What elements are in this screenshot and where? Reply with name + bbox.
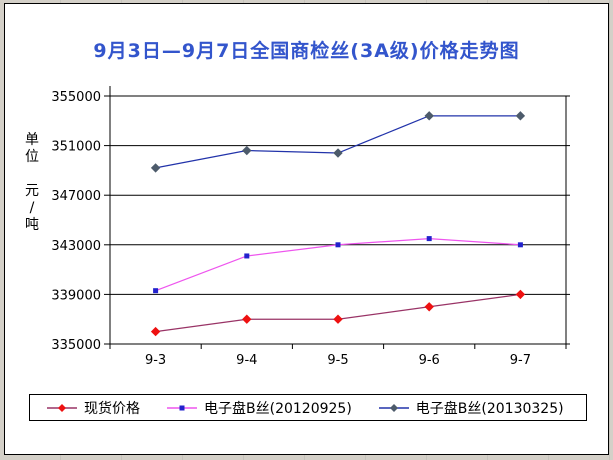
legend-item: 电子盘B丝(20120925) xyxy=(167,398,352,418)
data-point-marker xyxy=(424,302,434,312)
data-point-marker xyxy=(153,288,159,294)
legend-marker-sample xyxy=(167,405,197,410)
legend-marker-sample xyxy=(47,403,77,412)
x-tick-label: 9-6 xyxy=(419,353,440,368)
data-point-marker xyxy=(242,314,252,324)
x-tick-label: 9-4 xyxy=(236,353,257,368)
y-axis-title: 单 位 元 / 吨 xyxy=(25,132,39,233)
x-tick-label: 9-7 xyxy=(510,353,531,368)
legend: 现货价格 电子盘B丝(20120925) 电子盘B丝(20130325) xyxy=(29,394,587,421)
data-point-marker xyxy=(150,163,161,173)
data-point-marker xyxy=(333,314,343,324)
y-tick-label: 343000 xyxy=(51,239,101,254)
legend-label: 电子盘B丝(20120925) xyxy=(204,400,352,417)
data-point-marker xyxy=(426,236,432,242)
series-line xyxy=(155,293,521,333)
y-tick-label: 339000 xyxy=(51,288,101,303)
data-point-marker xyxy=(515,111,526,121)
legend-item: 现货价格 xyxy=(47,398,140,418)
data-point-marker xyxy=(515,289,526,300)
data-point-marker xyxy=(244,253,250,259)
data-point-marker xyxy=(333,148,343,158)
legend-label: 电子盘B丝(20130325) xyxy=(415,400,564,417)
y-tick-label: 347000 xyxy=(51,189,101,204)
x-tick-label: 9-3 xyxy=(145,353,166,368)
x-tick-label: 9-5 xyxy=(327,353,348,368)
legend-marker-sample xyxy=(378,403,409,412)
data-point-marker xyxy=(335,242,341,248)
data-point-marker xyxy=(242,145,252,156)
chart-frame xyxy=(4,3,609,455)
legend-label: 现货价格 xyxy=(84,400,140,417)
data-point-marker xyxy=(424,111,434,121)
series-line xyxy=(155,115,521,169)
y-tick-label: 351000 xyxy=(51,140,101,155)
legend-item: 电子盘B丝(20130325) xyxy=(378,398,564,418)
data-point-marker xyxy=(150,326,161,337)
chart-title: 9月3日—9月7日全国商检丝(3A级)价格走势图 xyxy=(93,40,520,62)
y-tick-label: 335000 xyxy=(51,338,101,353)
data-point-marker xyxy=(517,242,523,248)
y-tick-label: 355000 xyxy=(51,90,101,105)
